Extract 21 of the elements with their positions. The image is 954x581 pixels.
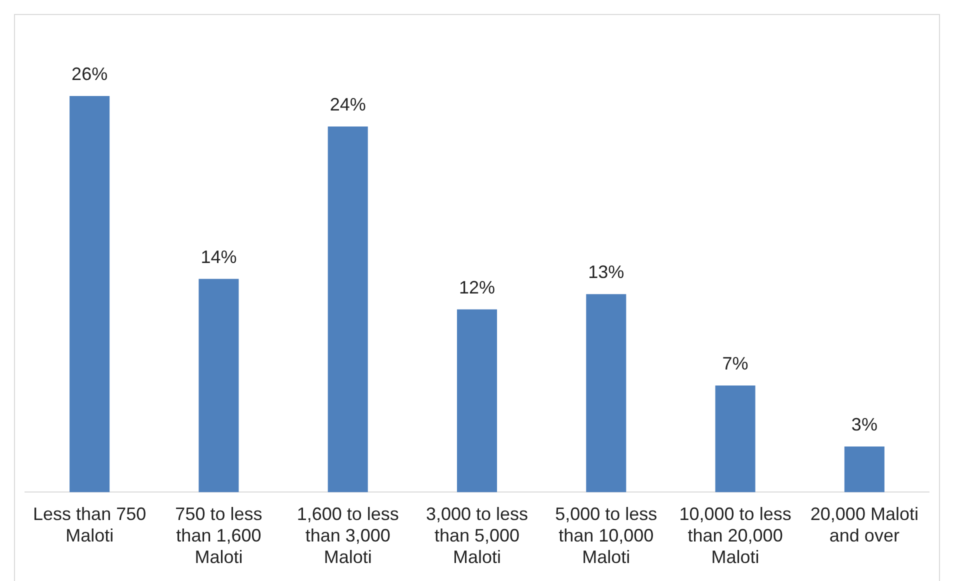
x-tick-label: 3,000 to less than 5,000 Maloti — [426, 504, 528, 568]
data-label: 14% — [200, 246, 237, 267]
bar — [328, 126, 368, 492]
data-label: 24% — [330, 94, 366, 114]
bar — [586, 294, 626, 492]
data-label: 3% — [851, 414, 878, 434]
x-tick-label: 750 to less than 1,600 Maloti — [175, 504, 262, 568]
bar — [715, 386, 756, 492]
bar — [456, 309, 498, 492]
x-tick-label: 10,000 to less than 20,000 Maloti — [679, 504, 792, 568]
x-tick-label: 1,600 to less than 3,000 Maloti — [296, 504, 399, 568]
data-label: 7% — [722, 353, 748, 374]
bar — [844, 446, 884, 492]
x-tick-label: Less than 750 Maloti — [33, 504, 146, 546]
data-label: 13% — [588, 262, 624, 282]
x-tick-label: 20,000 Maloti and over — [810, 504, 918, 546]
bar — [198, 278, 239, 492]
data-label: 26% — [72, 64, 108, 84]
bar — [70, 96, 110, 492]
data-label: 12% — [458, 277, 496, 298]
x-tick-label: 5,000 to less than 10,000 Maloti — [555, 504, 658, 568]
